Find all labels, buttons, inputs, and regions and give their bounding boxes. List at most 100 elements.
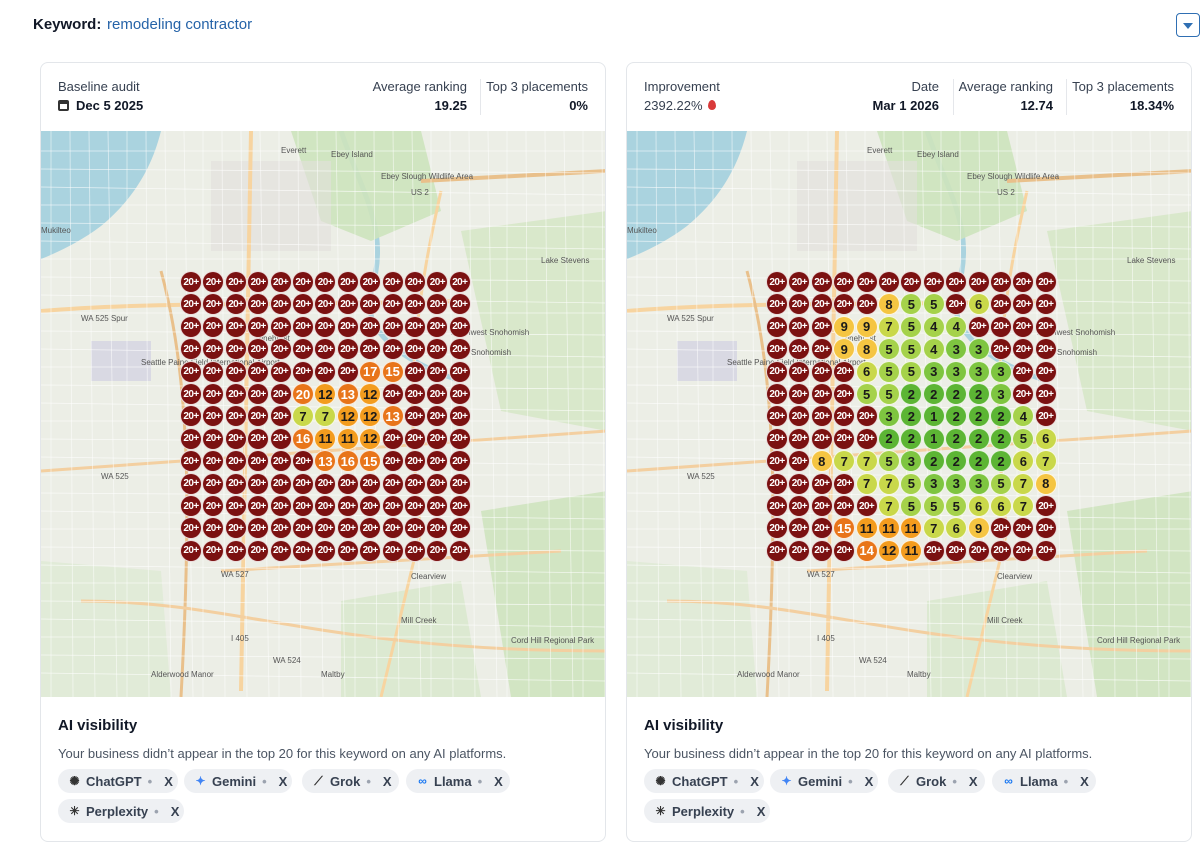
rank-marker[interactable]: 15	[833, 517, 856, 540]
rank-marker[interactable]: 20+	[810, 293, 833, 316]
rank-marker[interactable]: 6	[945, 517, 968, 540]
rank-marker[interactable]: 20+	[247, 383, 270, 405]
rank-marker[interactable]: 13	[381, 405, 404, 428]
rank-marker[interactable]: 13	[314, 450, 337, 473]
rank-marker[interactable]: 20+	[426, 472, 449, 495]
rank-marker[interactable]: 8	[810, 450, 833, 473]
rank-marker[interactable]: 8	[1034, 472, 1057, 495]
rank-marker[interactable]: 15	[381, 360, 404, 383]
rank-marker[interactable]: 20+	[247, 338, 270, 361]
rank-marker[interactable]: 16	[292, 427, 314, 450]
rank-marker[interactable]: 20+	[292, 517, 314, 540]
rank-marker[interactable]: 7	[1012, 495, 1035, 517]
rank-marker[interactable]: 7	[922, 517, 945, 540]
rank-marker[interactable]: 20+	[269, 405, 292, 428]
rank-marker[interactable]: 20+	[269, 360, 292, 383]
platform-chip-chatgpt[interactable]: ✺ ChatGPT • X	[644, 769, 764, 793]
rank-marker[interactable]: 20+	[945, 539, 968, 562]
rank-marker[interactable]: 20+	[833, 271, 856, 293]
rank-marker[interactable]: 20+	[404, 427, 426, 450]
rank-marker[interactable]: 20+	[247, 293, 270, 316]
rank-marker[interactable]: 3	[967, 472, 990, 495]
rank-marker[interactable]: 7	[855, 472, 878, 495]
rank-marker[interactable]: 20+	[404, 338, 426, 361]
rank-marker[interactable]: 20+	[766, 293, 788, 316]
rank-marker[interactable]: 5	[878, 360, 900, 383]
rank-marker[interactable]: 8	[855, 338, 878, 361]
rank-marker[interactable]: 20+	[292, 271, 314, 293]
rank-marker[interactable]: 2	[878, 427, 900, 450]
rank-marker[interactable]: 20+	[855, 405, 878, 428]
rank-marker[interactable]: 20+	[180, 427, 202, 450]
improvement-map[interactable]: Everett Ebey Island Ebey Slough Wildlife A…	[627, 131, 1191, 697]
rank-marker[interactable]: 20+	[224, 315, 247, 338]
rank-marker[interactable]: 20+	[448, 271, 471, 293]
rank-marker[interactable]: 20+	[381, 427, 404, 450]
rank-marker[interactable]: 20+	[224, 293, 247, 316]
rank-marker[interactable]: 20+	[855, 427, 878, 450]
platform-chip-llama[interactable]: ∞ Llama • X	[992, 769, 1096, 793]
rank-marker[interactable]: 20+	[359, 495, 382, 517]
rank-marker[interactable]: 20+	[967, 539, 990, 562]
rank-marker[interactable]: 20+	[336, 517, 359, 540]
rank-marker[interactable]: 3	[967, 360, 990, 383]
rank-marker[interactable]: 20+	[855, 293, 878, 316]
rank-marker[interactable]: 20+	[381, 383, 404, 405]
rank-marker[interactable]: 20+	[810, 539, 833, 562]
rank-marker[interactable]: 17	[359, 360, 382, 383]
rank-marker[interactable]: 20+	[336, 315, 359, 338]
rank-marker[interactable]: 20+	[448, 427, 471, 450]
rank-marker[interactable]: 20+	[202, 315, 225, 338]
rank-marker[interactable]: 20+	[292, 338, 314, 361]
rank-marker[interactable]: 3	[945, 472, 968, 495]
rank-marker[interactable]: 5	[1012, 427, 1035, 450]
rank-marker[interactable]: 2	[967, 405, 990, 428]
rank-marker[interactable]: 20+	[180, 539, 202, 562]
rank-marker[interactable]: 9	[833, 338, 856, 361]
rank-marker[interactable]: 20+	[1034, 360, 1057, 383]
rank-marker[interactable]: 20+	[314, 517, 337, 540]
rank-marker[interactable]: 20+	[292, 360, 314, 383]
rank-marker[interactable]: 20+	[224, 271, 247, 293]
rank-marker[interactable]: 11	[855, 517, 878, 540]
rank-marker[interactable]: 20+	[269, 271, 292, 293]
rank-marker[interactable]: 7	[314, 405, 337, 428]
rank-marker[interactable]: 20+	[1034, 405, 1057, 428]
platform-chip-grok[interactable]: ⟋ Grok • X	[302, 769, 399, 793]
rank-marker[interactable]: 20+	[810, 472, 833, 495]
rank-marker[interactable]: 9	[855, 315, 878, 338]
rank-marker[interactable]: 20+	[810, 360, 833, 383]
rank-marker[interactable]: 20+	[788, 517, 811, 540]
rank-marker[interactable]: 20+	[1034, 539, 1057, 562]
rank-marker[interactable]: 20+	[426, 427, 449, 450]
rank-marker[interactable]: 20+	[426, 293, 449, 316]
rank-marker[interactable]: 7	[878, 315, 900, 338]
rank-marker[interactable]: 5	[922, 495, 945, 517]
rank-marker[interactable]: 11	[336, 427, 359, 450]
rank-marker[interactable]: 20+	[269, 539, 292, 562]
rank-marker[interactable]: 4	[922, 338, 945, 361]
rank-marker[interactable]: 7	[878, 472, 900, 495]
rank-marker[interactable]: 20+	[766, 427, 788, 450]
rank-marker[interactable]: 2	[967, 383, 990, 405]
rank-marker[interactable]: 7	[1034, 450, 1057, 473]
rank-marker[interactable]: 20+	[426, 315, 449, 338]
rank-marker[interactable]: 20+	[269, 427, 292, 450]
rank-marker[interactable]: 20+	[247, 271, 270, 293]
rank-marker[interactable]: 20	[292, 383, 314, 405]
rank-marker[interactable]: 20+	[833, 495, 856, 517]
rank-marker[interactable]: 20+	[202, 293, 225, 316]
rank-marker[interactable]: 20+	[224, 338, 247, 361]
rank-marker[interactable]: 11	[900, 539, 923, 562]
rank-marker[interactable]: 5	[945, 495, 968, 517]
rank-marker[interactable]: 4	[922, 315, 945, 338]
rank-marker[interactable]: 2	[990, 427, 1012, 450]
rank-marker[interactable]: 20+	[990, 293, 1012, 316]
rank-marker[interactable]: 12	[314, 383, 337, 405]
rank-marker[interactable]: 20+	[359, 315, 382, 338]
rank-marker[interactable]: 20+	[269, 315, 292, 338]
rank-marker[interactable]: 20+	[833, 427, 856, 450]
rank-marker[interactable]: 20+	[788, 472, 811, 495]
rank-marker[interactable]: 20+	[381, 293, 404, 316]
rank-marker[interactable]: 20+	[788, 360, 811, 383]
